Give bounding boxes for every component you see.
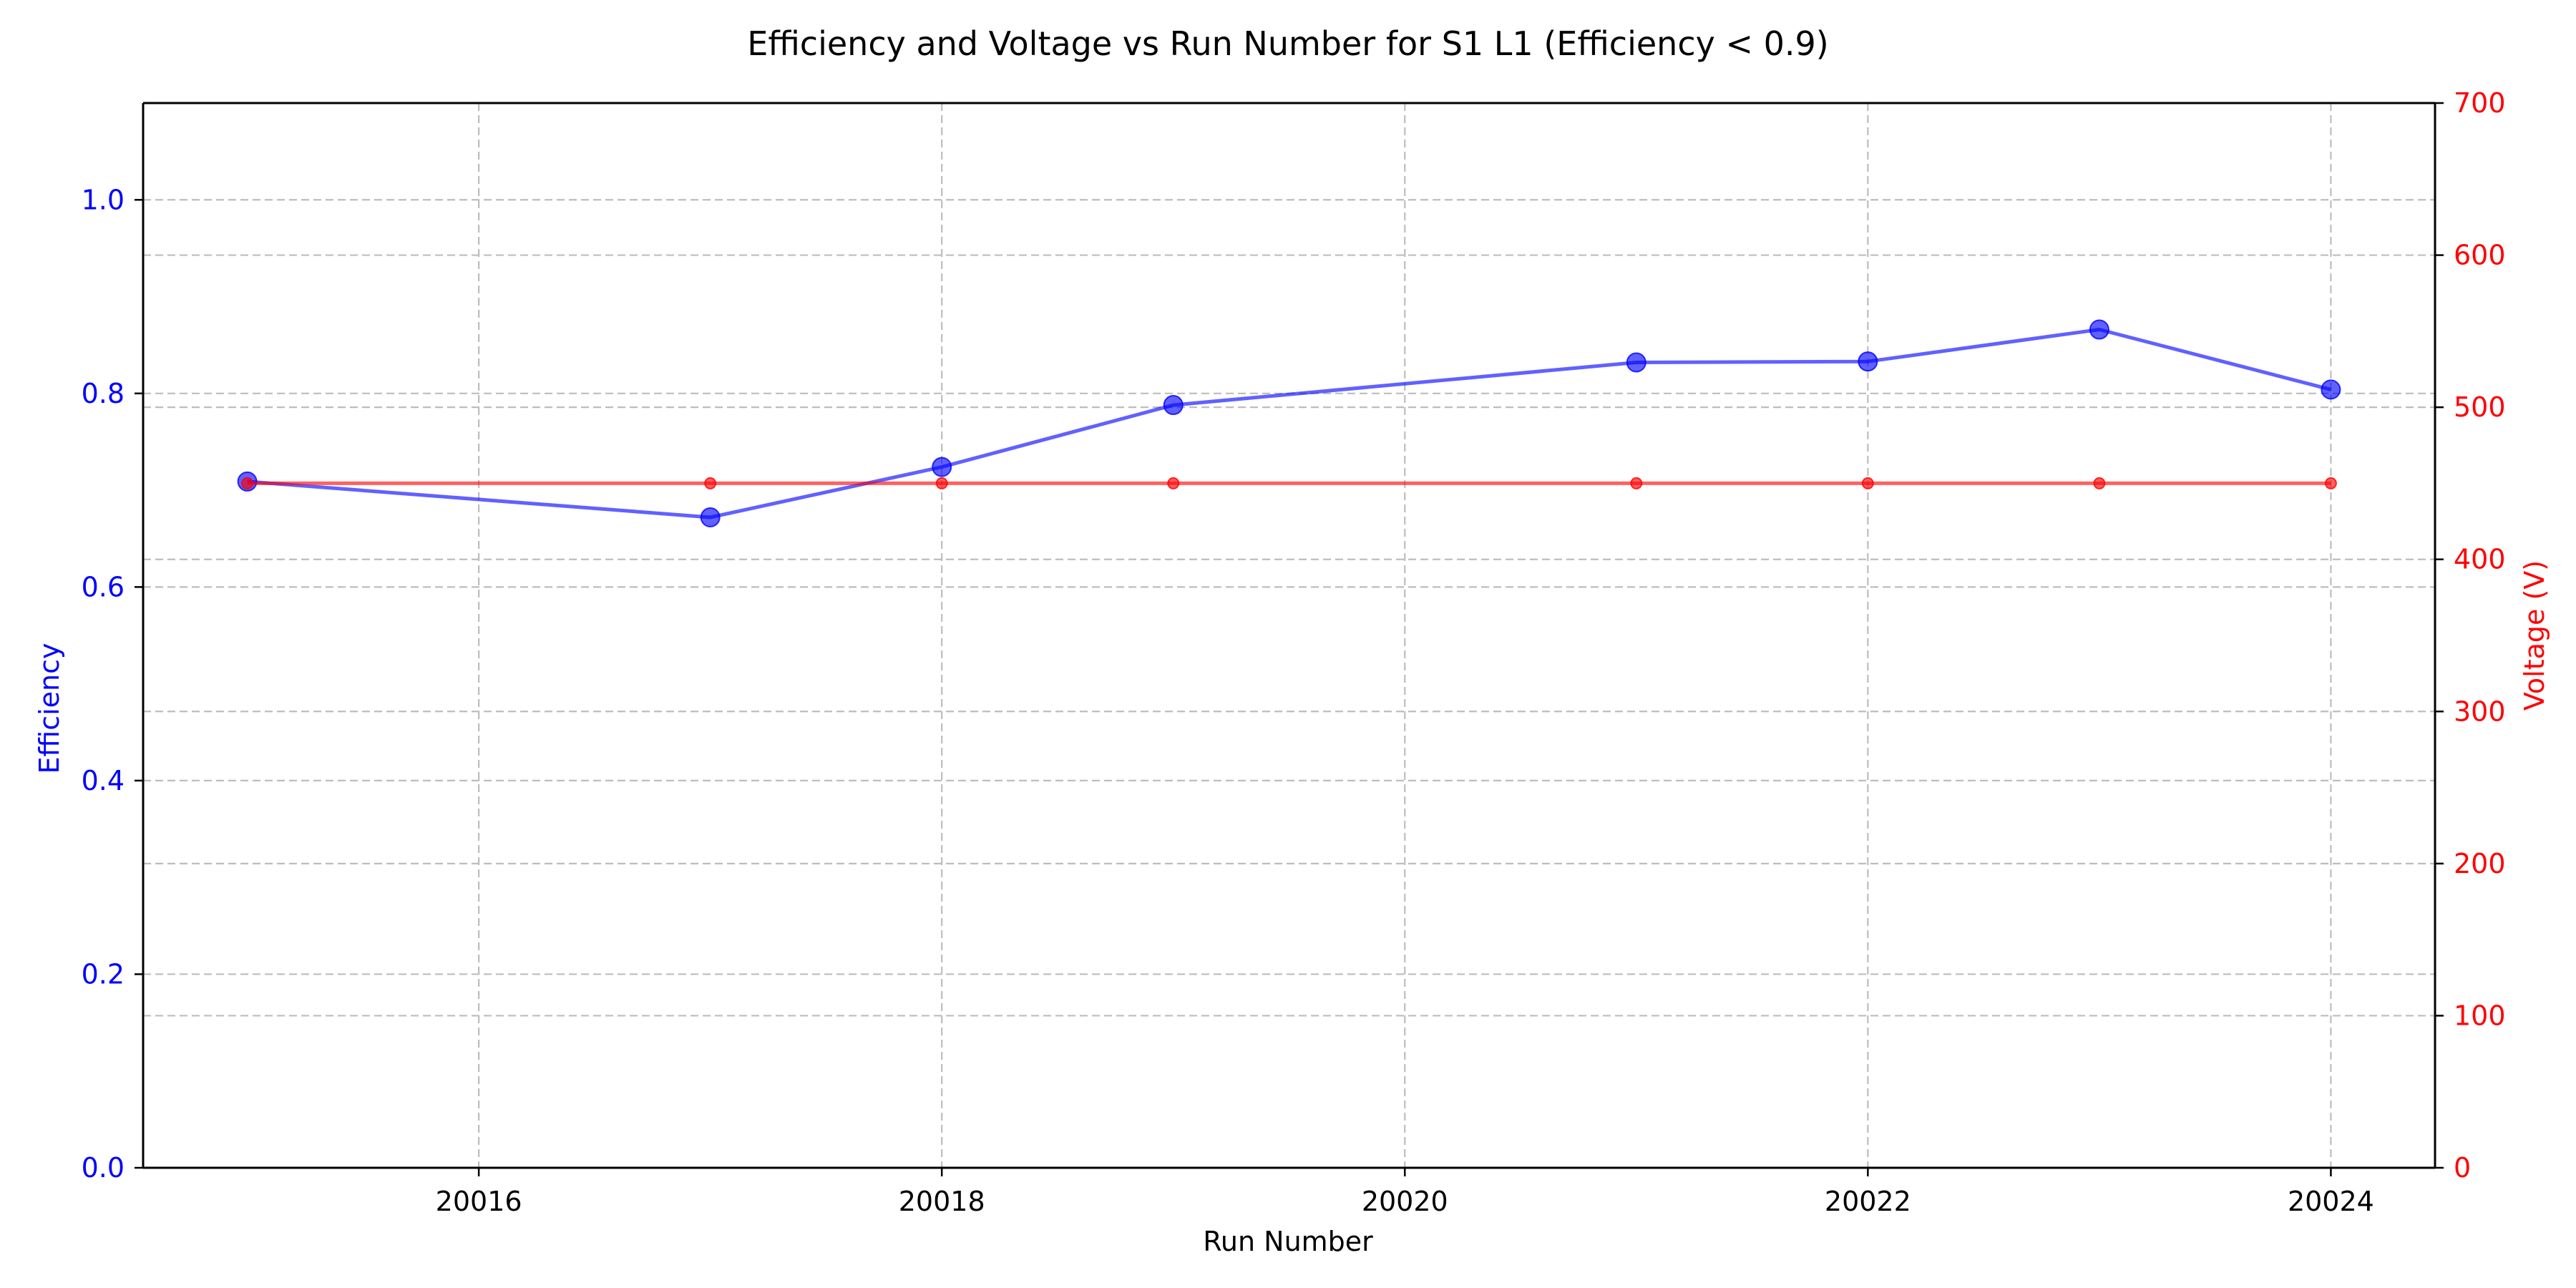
voltage-point [2093, 477, 2106, 489]
voltage-point [241, 477, 254, 489]
voltage-point [1630, 477, 1643, 489]
x-tick-label: 20020 [1362, 1186, 1448, 1217]
voltage-point [1167, 477, 1180, 489]
y-right-tick-label: 100 [2454, 1000, 2506, 1031]
y-left-tick-label: 0.2 [82, 958, 125, 990]
efficiency-point [1163, 395, 1184, 416]
y-left-axis-label: Efficiency [34, 643, 65, 774]
efficiency-point [1626, 352, 1646, 373]
x-tick-label: 20024 [2288, 1186, 2374, 1217]
axes-layer: 20016 20018 20020 20022 20024 0.0 0.2 0.4 0.6 0.8… [82, 87, 2506, 1217]
y-left-tick-label: 1.0 [82, 184, 125, 215]
x-axis-label: Run Number [1203, 1226, 1373, 1257]
x-tick-label: 20016 [436, 1186, 522, 1217]
x-tick-label: 20018 [899, 1186, 985, 1217]
voltage-point [935, 477, 948, 489]
y-left-tick-label: 0.6 [82, 571, 125, 602]
y-right-tick-label: 300 [2454, 696, 2506, 727]
y-left-tick-label: 0.0 [82, 1152, 125, 1184]
y-right-axis-label: Voltage (V) [2519, 560, 2550, 711]
efficiency-point [2089, 319, 2109, 340]
efficiency-series-line [247, 328, 2332, 519]
efficiency-point [2321, 379, 2341, 400]
chart-title: Efficiency and Voltage vs Run Number for… [747, 24, 1828, 63]
y-right-tick-label: 700 [2454, 87, 2506, 119]
voltage-point [704, 477, 717, 489]
efficiency-point [700, 507, 721, 527]
series-layer [237, 319, 2341, 527]
voltage-point [1861, 477, 1874, 489]
y-right-tick-label: 400 [2454, 544, 2506, 575]
y-right-tick-label: 600 [2454, 240, 2506, 271]
y-right-tick-label: 500 [2454, 391, 2506, 423]
y-left-tick-label: 0.8 [82, 378, 125, 409]
x-tick-label: 20022 [1825, 1186, 1911, 1217]
efficiency-point [1858, 351, 1878, 372]
y-left-tick-label: 0.4 [82, 765, 125, 796]
y-right-tick-label: 200 [2454, 848, 2506, 879]
y-right-tick-label: 0 [2454, 1152, 2471, 1184]
efficiency-point [932, 457, 952, 477]
voltage-point [2324, 477, 2337, 489]
